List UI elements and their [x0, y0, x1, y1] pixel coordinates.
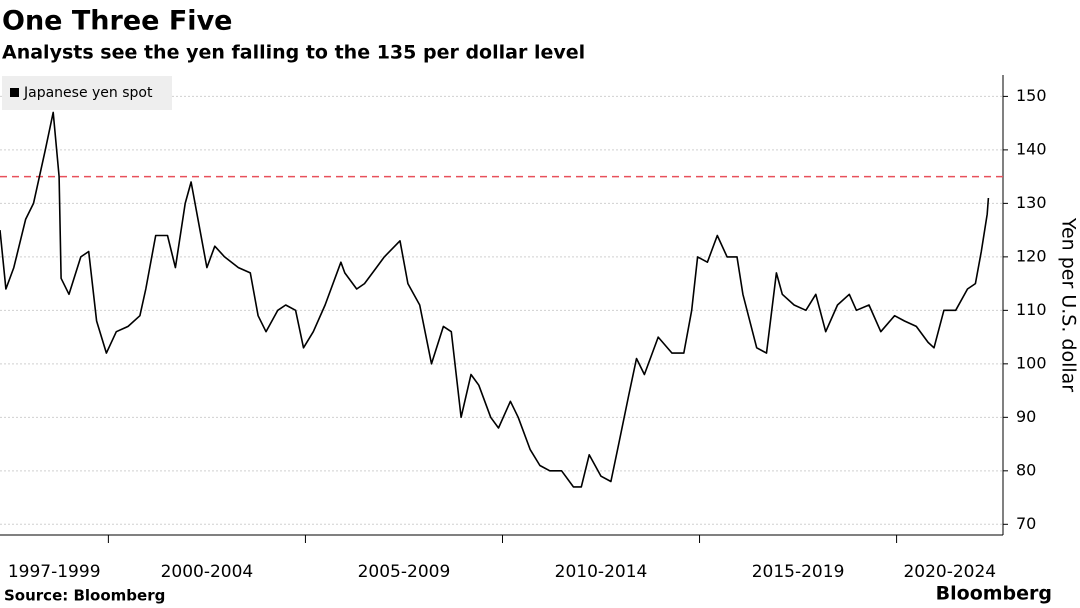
chart-subtitle: Analysts see the yen falling to the 135 … — [2, 42, 585, 64]
x-period-label: 1997-1999 — [8, 562, 101, 582]
chart-title: One Three Five — [2, 6, 232, 37]
y-tick-label: 150 — [1016, 86, 1047, 105]
y-tick-label: 120 — [1016, 246, 1047, 265]
y-tick-label: 100 — [1016, 353, 1047, 372]
brand: Bloomberg — [936, 583, 1052, 605]
source: Source: Bloomberg — [4, 587, 165, 605]
y-tick-label: 90 — [1016, 407, 1036, 426]
y-tick-label: 140 — [1016, 139, 1047, 158]
y-tick-label: 80 — [1016, 460, 1036, 479]
series-line — [0, 111, 990, 488]
x-period-label: 2010-2014 — [555, 562, 648, 582]
legend-label: Japanese yen spot — [23, 85, 153, 101]
legend-swatch — [10, 88, 19, 97]
legend-box — [2, 76, 172, 110]
x-period-label: 2020-2024 — [903, 562, 996, 582]
y-tick-label: 70 — [1016, 514, 1036, 533]
x-period-label: 2015-2019 — [752, 562, 845, 582]
x-period-label: 2000-2004 — [161, 562, 254, 582]
y-tick-label: 110 — [1016, 300, 1047, 319]
y-tick-label: 130 — [1016, 193, 1047, 212]
y-axis-label: Yen per U.S. dollar — [1058, 217, 1080, 392]
x-period-label: 2005-2009 — [358, 562, 451, 582]
